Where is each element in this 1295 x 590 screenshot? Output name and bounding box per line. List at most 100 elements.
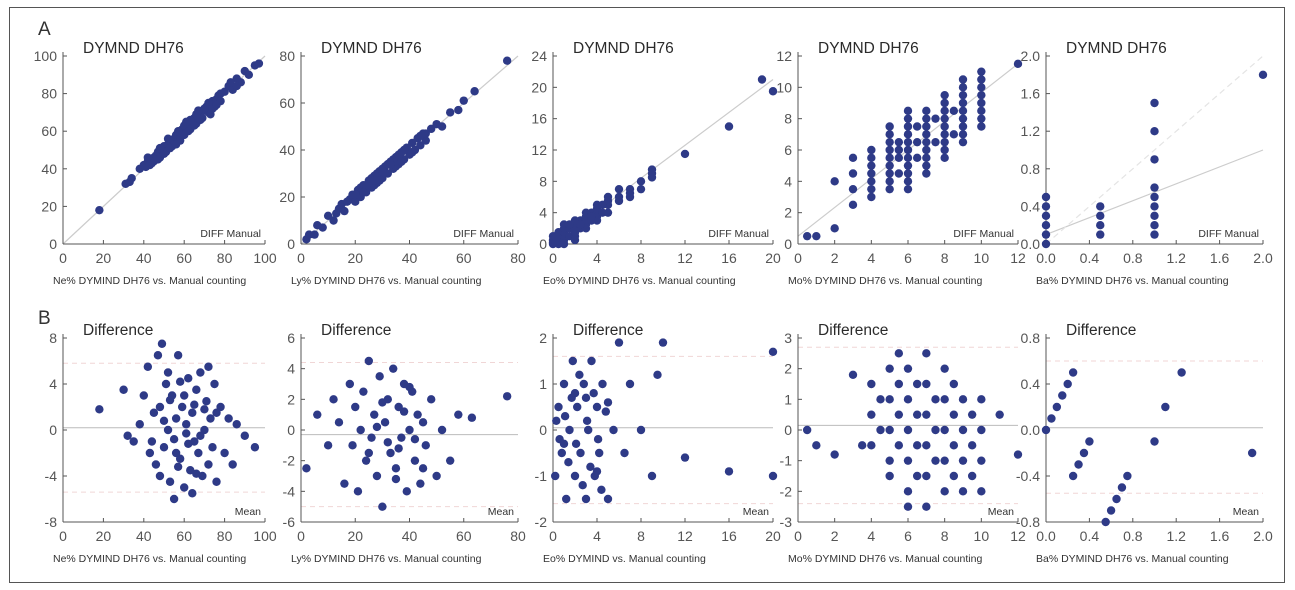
chart-5-data-point <box>1041 239 1051 249</box>
chart-3-title: DYMND DH76 <box>573 40 674 57</box>
chart-9-data-point <box>867 410 876 419</box>
chart-3-data-point <box>603 192 613 202</box>
chart-10-corner-label: Mean <box>1233 506 1259 518</box>
chart-6-data-point <box>200 405 209 414</box>
chart-9-data-point <box>903 487 913 496</box>
chart-7-data-point <box>437 425 447 435</box>
chart-8-data-point <box>576 448 585 458</box>
chart-4-y-tick-label: 4 <box>784 173 792 189</box>
chart-6-data-point <box>202 397 211 406</box>
chart-4-data-point <box>958 114 968 123</box>
chart-7-data-point <box>445 456 455 465</box>
chart-7-x-tick-label: 60 <box>456 528 472 544</box>
chart-7-y-tick-label: 2 <box>287 391 295 407</box>
chart-6-data-point <box>95 405 104 414</box>
chart-2-data-point <box>340 206 349 216</box>
chart-6-x-tick-label: 20 <box>96 528 112 544</box>
chart-8-data-point <box>768 471 778 481</box>
chart-8-data-point <box>565 425 574 435</box>
chart-9-data-point <box>885 364 894 373</box>
chart-7-data-point <box>380 418 390 427</box>
chart-4-data-point <box>940 137 949 147</box>
chart-5-data-point <box>1150 192 1159 202</box>
chart-4-data-point <box>903 184 913 194</box>
chart-3-data-point <box>565 220 574 229</box>
chart-1-data-point <box>127 174 136 183</box>
chart-5-data-point <box>1150 202 1159 211</box>
chart-6-data-point <box>155 471 165 481</box>
chart-6-data-point <box>165 395 175 405</box>
chart-9-data-point <box>894 441 904 450</box>
chart-7-data-point <box>364 356 374 366</box>
chart-9-data-point <box>885 395 894 404</box>
chart-3-data-point <box>647 165 657 174</box>
chart-4-data-point <box>912 153 922 163</box>
chart-2-data-point <box>351 197 360 206</box>
chart-6-y-tick-label: 8 <box>49 330 57 346</box>
chart-1-data-point <box>155 143 165 153</box>
chart-6-data-point <box>149 408 159 417</box>
chart-9-caption: Mo% DYMIND DH76 vs. Manual counting <box>788 553 982 565</box>
chart-5-data-point <box>1041 192 1051 202</box>
chart-8-y-tick-label: 1 <box>539 376 547 392</box>
chart-7-data-point <box>454 410 463 419</box>
chart-9-data-point <box>894 410 904 419</box>
chart-4-data-point <box>922 169 931 178</box>
chart-9-data-point <box>995 410 1004 419</box>
chart-7-data-point <box>467 413 477 422</box>
chart-9-y-tick-label: -2 <box>780 483 793 499</box>
chart-4-data-point <box>812 231 821 241</box>
chart-9-data-point <box>857 441 867 450</box>
chart-6-corner-label: Mean <box>235 506 261 518</box>
chart-7-title: Difference <box>321 322 391 339</box>
chart-2-corner-label: DIFF Manual <box>453 228 514 240</box>
chart-1-data-point <box>194 106 203 115</box>
chart-7-data-point <box>394 444 403 453</box>
chart-8-data-point <box>551 471 560 481</box>
chart-4-y-tick-label: 10 <box>776 79 792 95</box>
chart-4-data-point <box>977 122 986 131</box>
chart-7-caption: Ly% DYMIND DH76 vs. Manual counting <box>291 553 482 565</box>
chart-5-y-tick-label: 1.2 <box>1021 123 1041 139</box>
chart-7-data-point <box>345 379 355 389</box>
chart-7-data-point <box>386 448 395 458</box>
chart-4-data-point <box>931 137 940 147</box>
chart-7-x-tick-label: 20 <box>347 528 363 544</box>
chart-6-data-point <box>204 362 213 371</box>
chart-4-data-point <box>867 145 876 155</box>
chart-4-data-point <box>940 145 949 155</box>
chart-5-x-tick-label: 1.6 <box>1210 250 1230 266</box>
chart-4-data-point <box>940 130 949 139</box>
chart-9-data-point <box>912 441 922 450</box>
chart-3-y-tick-label: 4 <box>539 205 547 221</box>
chart-5-corner-label: DIFF Manual <box>1198 228 1259 240</box>
chart-9-x-tick-label: 4 <box>867 528 875 544</box>
chart-9-data-point <box>812 441 821 450</box>
chart-6-data-point <box>224 414 233 423</box>
chart-4-data-point <box>830 177 839 186</box>
chart-10-y-tick-label: 0.8 <box>1021 330 1041 346</box>
chart-7-data-point <box>372 471 382 481</box>
chart-6-data-point <box>192 469 201 478</box>
chart-7-data-point <box>313 410 322 419</box>
chart-10-x-tick-label: 0.0 <box>1036 528 1056 544</box>
chart-5-x-tick-label: 2.0 <box>1253 250 1273 266</box>
chart-2-x-tick-label: 40 <box>402 250 418 266</box>
chart-8-data-point <box>614 338 624 347</box>
chart-6-y-tick-label: 4 <box>49 376 57 392</box>
chart-10-y-tick-label: -0.4 <box>1016 468 1040 484</box>
chart-7-data-point <box>421 441 430 450</box>
chart-3-data-point <box>625 184 635 194</box>
chart-2-data-point <box>318 223 327 232</box>
chart-8-data-point <box>603 398 613 407</box>
chart-8-x-tick-label: 16 <box>721 528 737 544</box>
chart-4-x-tick-label: 4 <box>867 250 875 266</box>
chart-3-y-tick-label: 24 <box>531 48 547 64</box>
chart-4-data-point <box>940 153 949 163</box>
chart-8-corner-label: Mean <box>743 506 769 518</box>
chart-9-data-point <box>958 456 968 465</box>
chart-3-x-tick-label: 0 <box>549 250 557 266</box>
chart-7-y-tick-label: -4 <box>283 483 296 499</box>
chart-9-data-point <box>940 364 949 373</box>
chart-9-data-point <box>977 487 986 496</box>
